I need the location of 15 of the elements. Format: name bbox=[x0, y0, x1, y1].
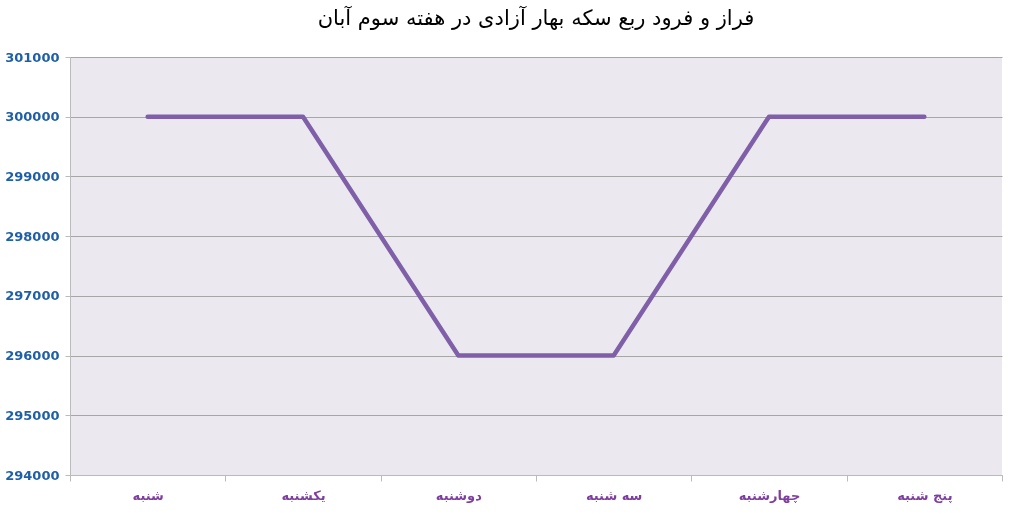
y-tick-label: 296000 bbox=[5, 348, 60, 364]
y-tick-label: 294000 bbox=[5, 467, 60, 483]
x-tick-label: شنبه bbox=[132, 487, 164, 503]
y-tick-label: 297000 bbox=[5, 288, 60, 304]
x-tick-label: پنج شنبه bbox=[897, 487, 953, 503]
y-tick-label: 295000 bbox=[5, 407, 60, 423]
y-tick-label: 298000 bbox=[5, 228, 60, 244]
x-tick-label: دوشنبه bbox=[435, 487, 483, 503]
x-tick-label: سه شنبه bbox=[585, 487, 643, 503]
y-tick-label: 301000 bbox=[5, 49, 60, 65]
x-tick-label: یکشنبه bbox=[281, 487, 326, 503]
y-tick-label: 299000 bbox=[5, 168, 60, 184]
chart-title: فراز و فرود ربع سکه بهار آزادی در هفته سوم آبان bbox=[317, 5, 755, 30]
y-tick-label: 300000 bbox=[5, 109, 60, 125]
x-tick-label: چهارشنبه bbox=[738, 487, 801, 503]
